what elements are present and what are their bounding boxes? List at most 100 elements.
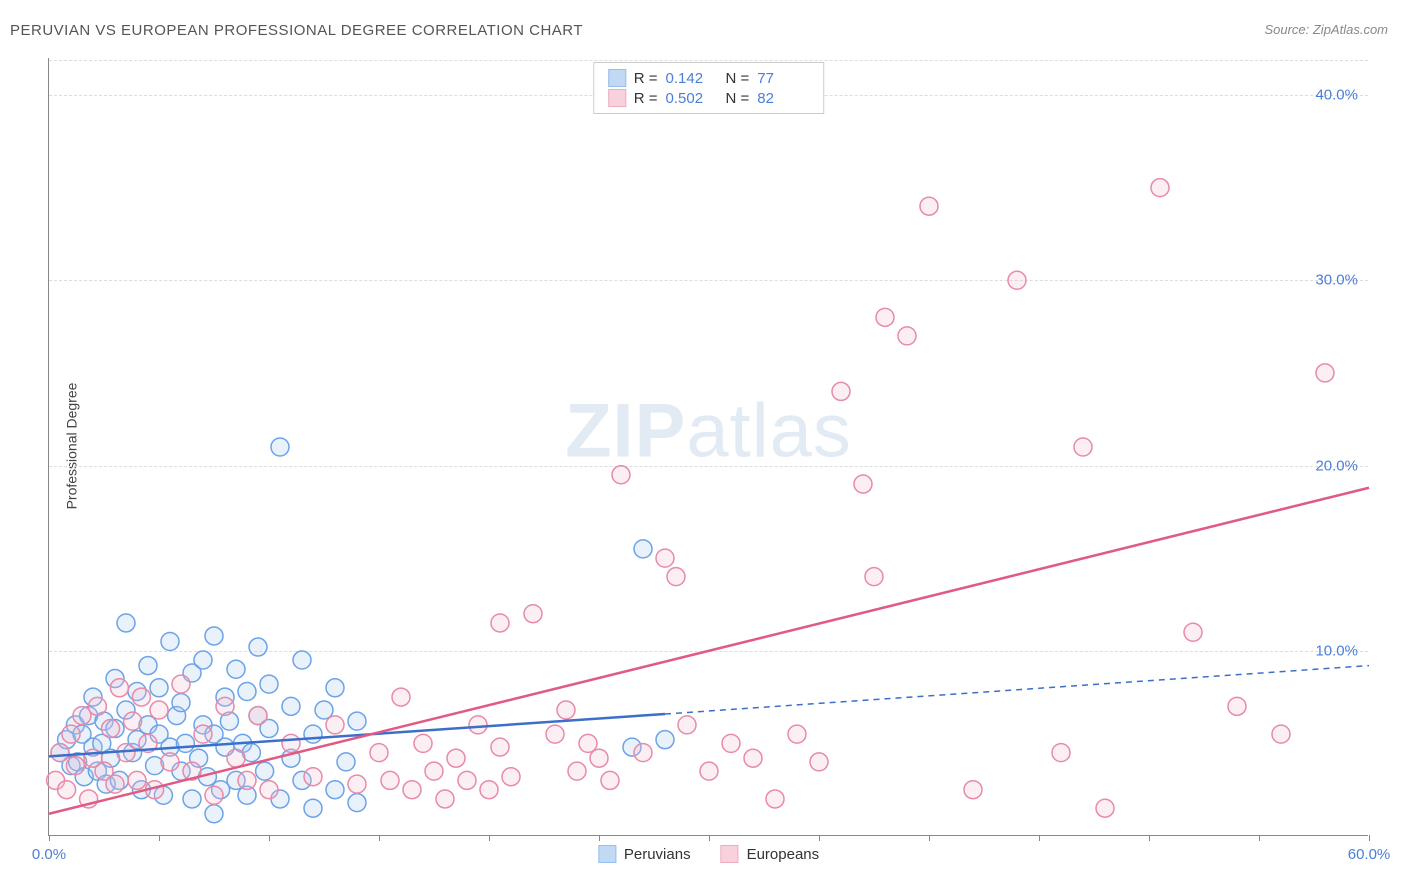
scatter-point [480, 781, 498, 799]
scatter-point [458, 771, 476, 789]
scatter-point [249, 638, 267, 656]
legend-label: Europeans [747, 846, 820, 863]
scatter-point [1228, 697, 1246, 715]
scatter-point [546, 725, 564, 743]
scatter-point [700, 762, 718, 780]
chart-title: PERUVIAN VS EUROPEAN PROFESSIONAL DEGREE… [10, 22, 583, 39]
scatter-point [326, 716, 344, 734]
scatter-point [282, 734, 300, 752]
scatter-point [634, 540, 652, 558]
scatter-point [260, 675, 278, 693]
stat-n-value: 82 [757, 90, 809, 107]
stat-r-label: R = [634, 90, 658, 107]
scatter-point [124, 712, 142, 730]
legend-swatch [598, 845, 616, 863]
scatter-point [256, 762, 274, 780]
scatter-point [304, 725, 322, 743]
scatter-point [678, 716, 696, 734]
scatter-point [161, 753, 179, 771]
scatter-point [634, 744, 652, 762]
scatter-point [106, 775, 124, 793]
scatter-point [227, 660, 245, 678]
scatter-point [964, 781, 982, 799]
scatter-point [601, 771, 619, 789]
plot-area: ZIPatlas 10.0%20.0%30.0%40.0% 0.0%60.0% … [48, 58, 1368, 836]
stats-row: R = 0.142 N = 77 [608, 69, 810, 87]
scatter-point [865, 568, 883, 586]
scatter-point [128, 771, 146, 789]
stats-row: R =0.502N =82 [608, 89, 810, 107]
scatter-point [1074, 438, 1092, 456]
scatter-point [1008, 271, 1026, 289]
x-tick [49, 835, 50, 841]
scatter-point [854, 475, 872, 493]
legend-label: Peruvians [624, 846, 691, 863]
scatter-point [139, 657, 157, 675]
scatter-point [810, 753, 828, 771]
stats-box: R =0.142N =77R =0.502N =82 [593, 62, 825, 114]
scatter-point [117, 614, 135, 632]
stat-r-label: R = [634, 70, 658, 87]
scatter-point [326, 781, 344, 799]
scatter-point [132, 688, 150, 706]
x-tick [709, 835, 710, 841]
scatter-point [205, 786, 223, 804]
x-tick [489, 835, 490, 841]
scatter-point [447, 749, 465, 767]
stat-n-value: 77 [757, 70, 809, 87]
stat-r-value: 0.142 [666, 70, 718, 87]
stat-n-label: N = [726, 70, 750, 87]
scatter-point [304, 799, 322, 817]
scatter-point [722, 734, 740, 752]
scatter-point [150, 679, 168, 697]
scatter-point [502, 768, 520, 786]
scatter-point [414, 734, 432, 752]
scatter-point [51, 744, 69, 762]
scatter-point [183, 790, 201, 808]
scatter-point [66, 757, 84, 775]
x-tick [159, 835, 160, 841]
scatter-point [491, 614, 509, 632]
legend-swatch [721, 845, 739, 863]
scatter-point [58, 781, 76, 799]
scatter-point [161, 633, 179, 651]
scatter-point [194, 651, 212, 669]
scatter-point [337, 753, 355, 771]
x-tick [599, 835, 600, 841]
scatter-point [392, 688, 410, 706]
legend-bottom: Peruvians Europeans [598, 845, 819, 863]
scatter-point [876, 308, 894, 326]
scatter-point [524, 605, 542, 623]
x-tick [1149, 835, 1150, 841]
legend-swatch [608, 69, 626, 87]
scatter-point [612, 466, 630, 484]
scatter-point [176, 734, 194, 752]
scatter-point [282, 697, 300, 715]
scatter-point [381, 771, 399, 789]
scatter-point [260, 781, 278, 799]
legend-item: Europeans [721, 845, 820, 863]
scatter-point [491, 738, 509, 756]
scatter-point [88, 697, 106, 715]
scatter-point [744, 749, 762, 767]
x-tick [1039, 835, 1040, 841]
scatter-point [1184, 623, 1202, 641]
scatter-point [216, 697, 234, 715]
legend-item: Peruvians [598, 845, 691, 863]
x-tick-label: 60.0% [1348, 846, 1391, 863]
scatter-point [370, 744, 388, 762]
scatter-point [568, 762, 586, 780]
scatter-point [1316, 364, 1334, 382]
scatter-point [788, 725, 806, 743]
scatter-point [1052, 744, 1070, 762]
scatter-point [205, 627, 223, 645]
scatter-point [557, 701, 575, 719]
stat-n-label: N = [726, 90, 750, 107]
x-tick [1369, 835, 1370, 841]
scatter-point [238, 683, 256, 701]
scatter-point [304, 768, 322, 786]
scatter-point [898, 327, 916, 345]
scatter-point [249, 707, 267, 725]
scatter-point [194, 725, 212, 743]
scatter-point [425, 762, 443, 780]
